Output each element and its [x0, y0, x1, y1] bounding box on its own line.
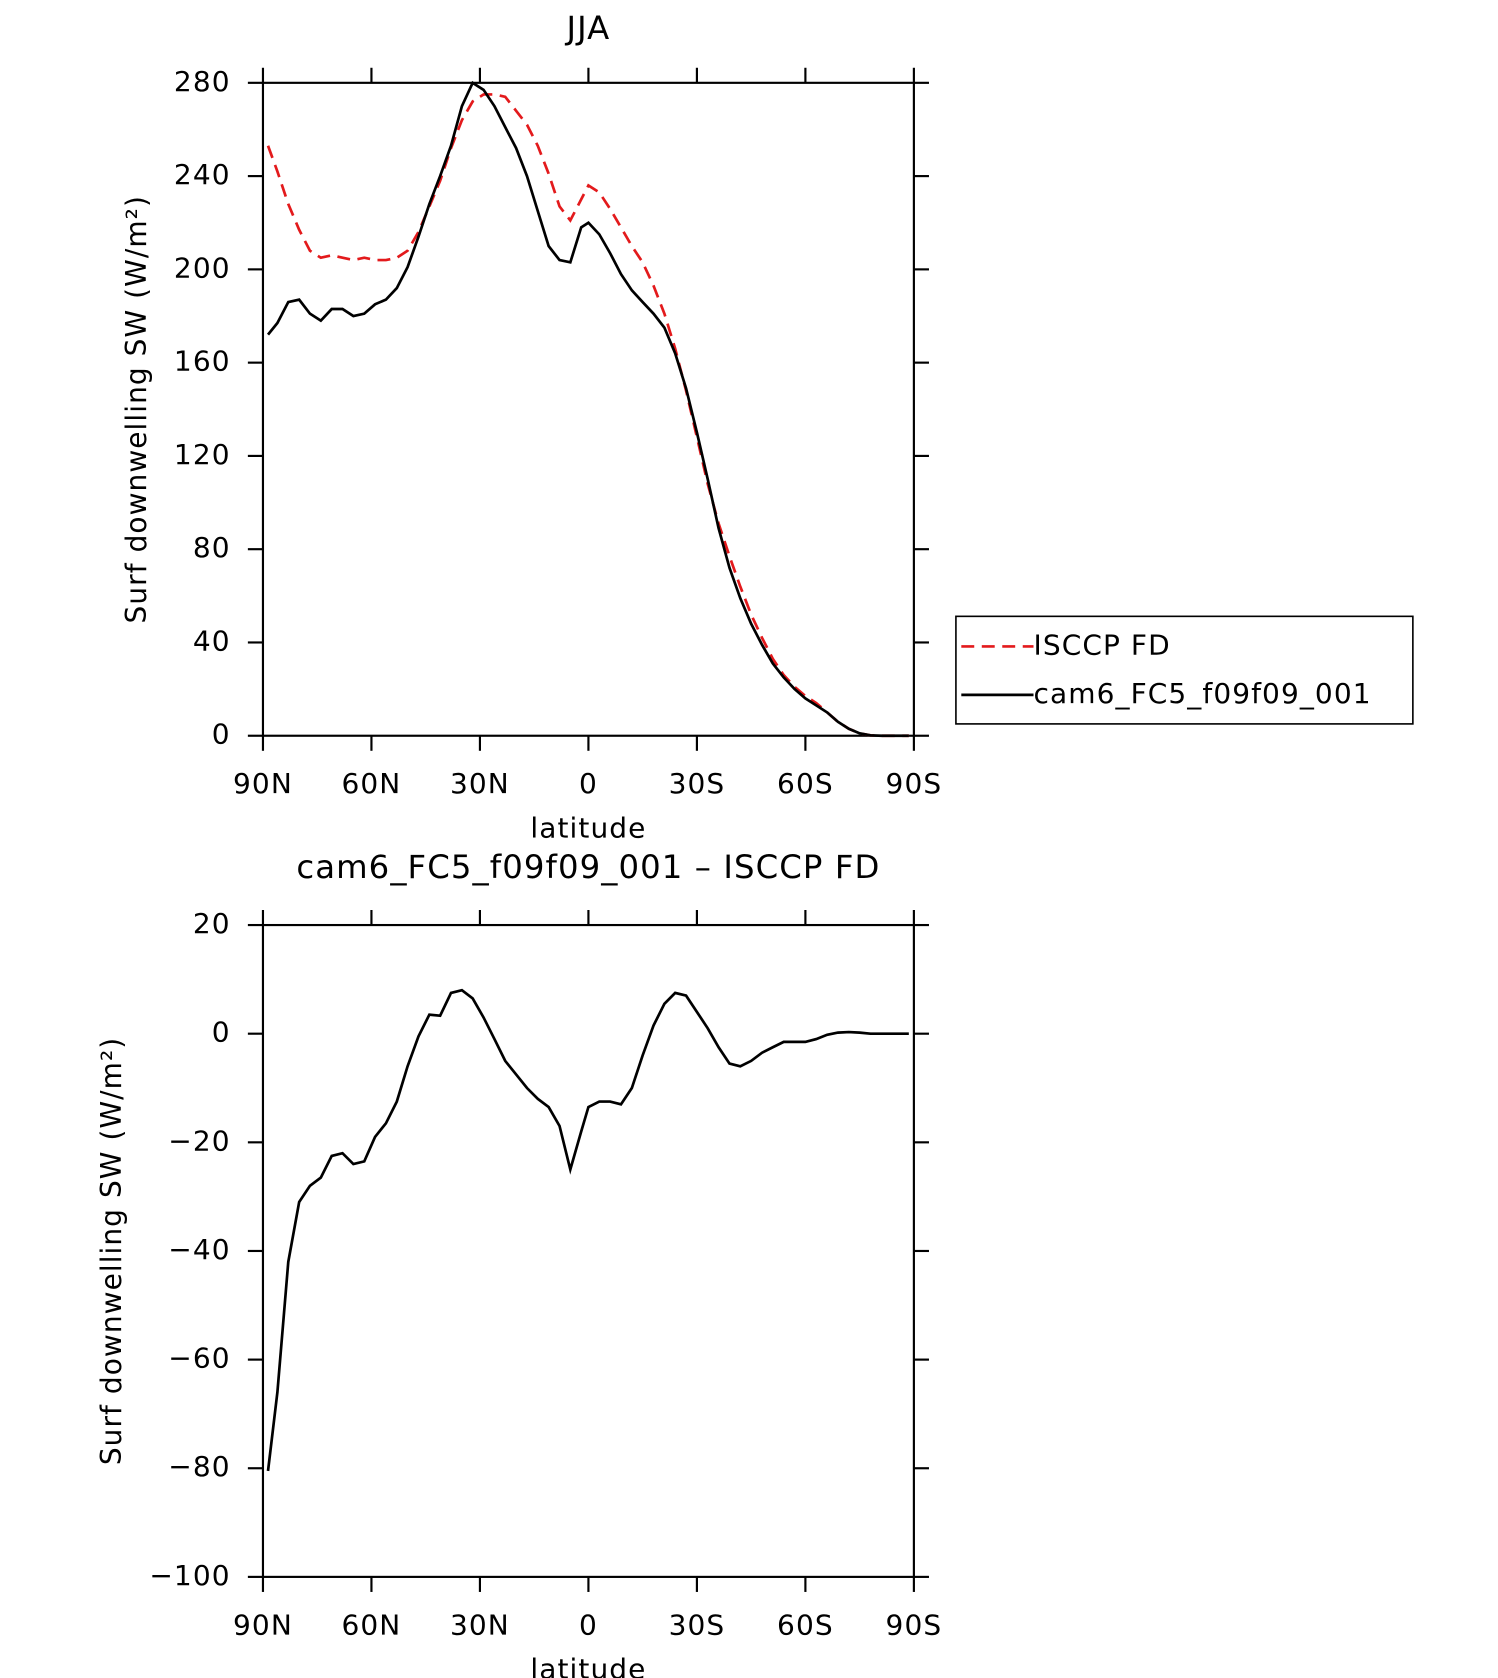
y-tick-label: 40 — [193, 624, 231, 657]
chart-title: JJA — [564, 9, 610, 47]
x-tick-label: 30N — [450, 1608, 510, 1641]
x-tick-label: 60N — [342, 1608, 402, 1641]
y-tick-label: 80 — [193, 531, 231, 564]
legend: ISCCP FD cam6_FC5_f09f09_001 — [955, 615, 1414, 725]
legend-label: ISCCP FD — [1034, 628, 1171, 661]
x-tick-label: 90N — [233, 1608, 293, 1641]
x-tick-label: 0 — [579, 767, 598, 800]
y-tick-label: 120 — [174, 438, 231, 471]
x-tick-label: 30S — [669, 1608, 726, 1641]
x-axis-label: latitude — [530, 1652, 646, 1678]
legend-box — [955, 615, 1414, 725]
x-tick-label: 90S — [886, 1608, 943, 1641]
x-tick-label: 60N — [342, 767, 402, 800]
y-axis-label: Surf downwelling SW (W/m²) — [95, 1037, 128, 1465]
y-tick-label: 0 — [212, 1016, 231, 1049]
y-tick-label: 0 — [212, 718, 231, 751]
series-line — [266, 80, 909, 738]
legend-label: cam6_FC5_f09f09_001 — [1034, 677, 1372, 710]
plot-frame — [261, 923, 915, 1578]
y-tick-label: 20 — [193, 907, 231, 940]
x-tick-label: 60S — [777, 1608, 834, 1641]
plot-frame — [261, 81, 915, 737]
x-tick-label: 90S — [886, 767, 943, 800]
y-tick-label: 160 — [174, 345, 231, 378]
x-tick-label: 90N — [233, 767, 293, 800]
y-axis-label: Surf downwelling SW (W/m²) — [120, 195, 153, 623]
y-tick-label: −60 — [168, 1342, 230, 1375]
y-tick-label: 240 — [174, 158, 231, 191]
y-tick-label: −20 — [168, 1124, 230, 1157]
y-tick-label: −100 — [149, 1559, 230, 1592]
chart-title: cam6_FC5_f09f09_001 – ISCCP FD — [296, 848, 880, 886]
series-line — [266, 93, 909, 738]
x-tick-label: 0 — [579, 1608, 598, 1641]
y-tick-label: −40 — [168, 1233, 230, 1266]
x-tick-label: 30S — [669, 767, 726, 800]
y-tick-label: −80 — [168, 1450, 230, 1483]
x-tick-label: 60S — [777, 767, 834, 800]
series-line — [266, 988, 909, 1472]
x-tick-label: 30N — [450, 767, 510, 800]
y-tick-label: 200 — [174, 251, 231, 284]
y-tick-label: 280 — [174, 65, 231, 98]
x-axis-label: latitude — [530, 811, 646, 844]
